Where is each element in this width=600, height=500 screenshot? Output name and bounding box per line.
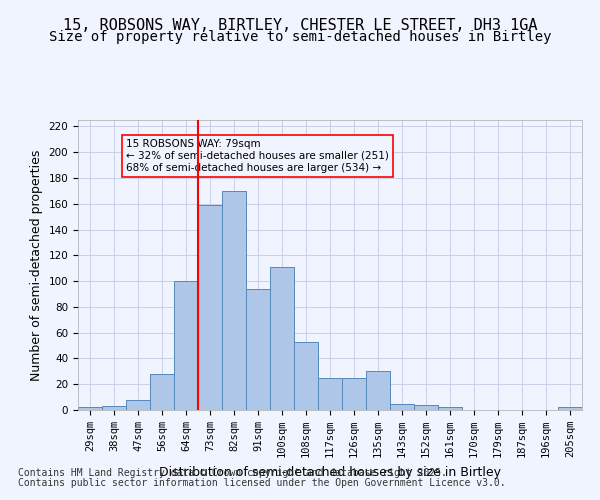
Text: Contains public sector information licensed under the Open Government Licence v3: Contains public sector information licen…: [18, 478, 506, 488]
Bar: [78, 408, 102, 410]
Bar: [414, 405, 438, 410]
Y-axis label: Number of semi-detached properties: Number of semi-detached properties: [30, 150, 43, 380]
Bar: [342, 378, 366, 410]
Bar: [294, 342, 318, 410]
Text: 15 ROBSONS WAY: 79sqm
← 32% of semi-detached houses are smaller (251)
68% of sem: 15 ROBSONS WAY: 79sqm ← 32% of semi-deta…: [126, 140, 389, 172]
Bar: [246, 289, 270, 410]
X-axis label: Distribution of semi-detached houses by size in Birtley: Distribution of semi-detached houses by …: [159, 466, 501, 478]
Bar: [438, 408, 462, 410]
Bar: [222, 191, 246, 410]
Bar: [318, 378, 342, 410]
Bar: [126, 400, 150, 410]
Bar: [174, 281, 198, 410]
Bar: [270, 267, 294, 410]
Text: Contains HM Land Registry data © Crown copyright and database right 2025.: Contains HM Land Registry data © Crown c…: [18, 468, 447, 477]
Text: Size of property relative to semi-detached houses in Birtley: Size of property relative to semi-detach…: [49, 30, 551, 44]
Bar: [366, 372, 390, 410]
Bar: [150, 374, 174, 410]
Bar: [198, 205, 222, 410]
Text: 15, ROBSONS WAY, BIRTLEY, CHESTER LE STREET, DH3 1GA: 15, ROBSONS WAY, BIRTLEY, CHESTER LE STR…: [63, 18, 537, 32]
Bar: [558, 408, 582, 410]
Bar: [102, 406, 126, 410]
Bar: [390, 404, 414, 410]
